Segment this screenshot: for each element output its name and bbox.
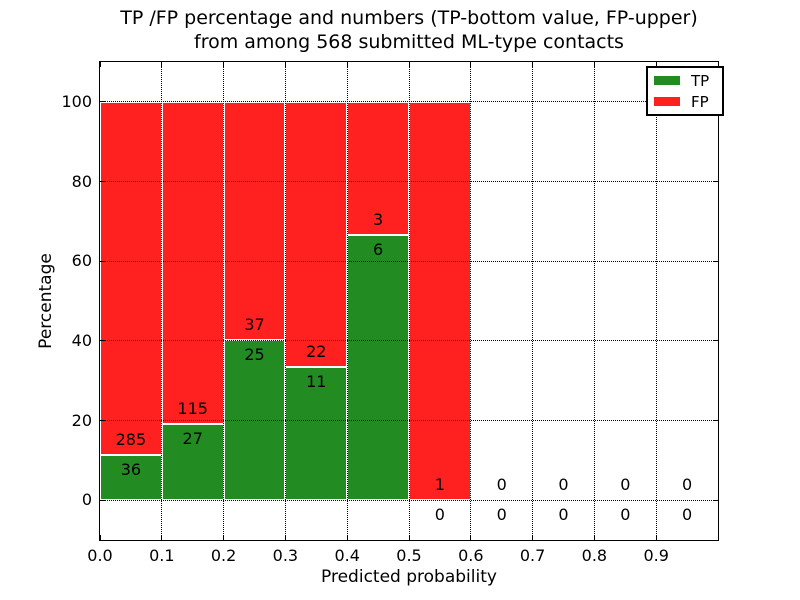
bar-count-label-tp: 27 bbox=[182, 429, 203, 449]
bar-count-label-fp: 0 bbox=[681, 475, 693, 495]
y-tick-left bbox=[100, 260, 105, 262]
x-tick-top bbox=[470, 62, 472, 67]
chart-title-line-2: from among 568 submitted ML-type contact… bbox=[194, 31, 624, 53]
bar-count-label-tp: 11 bbox=[306, 372, 327, 392]
bar-segment-fp bbox=[223, 101, 286, 340]
bar-count-label-tp: 0 bbox=[496, 505, 507, 525]
bar-segment-fp bbox=[100, 101, 162, 456]
gridline-vertical bbox=[161, 62, 163, 540]
y-tick-right bbox=[713, 181, 718, 182]
bar-count-label-fp: 115 bbox=[177, 399, 208, 419]
x-tick-top bbox=[346, 62, 348, 67]
bar-segment-fp bbox=[409, 101, 471, 501]
gridline-vertical bbox=[470, 62, 472, 540]
bar-count-label-tp: 25 bbox=[244, 344, 265, 364]
y-tick-label: 0 bbox=[81, 490, 92, 510]
x-tick-bottom bbox=[284, 535, 286, 540]
x-tick-label: 0.1 bbox=[149, 546, 175, 565]
legend-item-fp: FP bbox=[654, 93, 718, 111]
bar-count-label-fp: 0 bbox=[558, 475, 569, 495]
bar-count-label-tp: 6 bbox=[372, 239, 384, 259]
x-tick-label: 0.2 bbox=[210, 546, 237, 565]
chart-title: TP /FP percentage and numbers (TP-bottom… bbox=[9, 6, 800, 54]
y-tick-left bbox=[100, 181, 105, 182]
x-tick-top bbox=[408, 62, 410, 67]
x-tick-label: 0.9 bbox=[643, 546, 669, 565]
bar-count-label-tp: 36 bbox=[120, 460, 142, 480]
x-tick-label: 0.5 bbox=[396, 546, 422, 565]
y-tick-right bbox=[713, 499, 718, 501]
bar-segment-fp bbox=[161, 101, 224, 425]
gridline-vertical bbox=[284, 62, 286, 540]
gridline-vertical bbox=[408, 62, 410, 540]
x-tick-bottom bbox=[408, 535, 410, 540]
x-tick-label: 0.7 bbox=[519, 546, 546, 565]
x-tick-top bbox=[593, 62, 595, 67]
x-tick-label: 0.6 bbox=[458, 546, 484, 565]
x-tick-bottom bbox=[470, 535, 472, 540]
bar-segment-tp bbox=[285, 367, 348, 501]
y-tick-right bbox=[713, 340, 718, 342]
y-tick-label: 100 bbox=[61, 91, 92, 111]
x-tick-bottom bbox=[655, 535, 657, 540]
y-tick-left bbox=[100, 420, 105, 421]
bar-count-label-fp: 1 bbox=[434, 475, 445, 495]
gridline-vertical bbox=[593, 62, 595, 540]
y-tick-right bbox=[713, 420, 718, 421]
x-tick-top bbox=[532, 62, 534, 67]
y-tick-right bbox=[713, 260, 718, 262]
bar-count-label-fp: 37 bbox=[244, 314, 265, 334]
x-tick-bottom bbox=[346, 535, 348, 540]
legend-swatch-fp bbox=[654, 97, 680, 106]
y-tick-left bbox=[100, 499, 105, 501]
bar-count-label-fp: 3 bbox=[372, 209, 384, 229]
x-tick-bottom bbox=[223, 535, 225, 540]
x-tick-top bbox=[161, 62, 163, 67]
x-tick-label: 0.3 bbox=[272, 546, 299, 565]
bar-count-label-fp: 285 bbox=[115, 430, 147, 450]
legend-swatch-tp bbox=[654, 76, 680, 85]
gridline-vertical bbox=[223, 62, 225, 540]
x-tick-label: 0.8 bbox=[581, 546, 608, 565]
bar-count-label-fp: 22 bbox=[306, 342, 327, 362]
y-tick-left bbox=[100, 340, 105, 342]
y-tick-left bbox=[100, 101, 105, 103]
bar-count-label-tp: 0 bbox=[434, 505, 445, 525]
x-tick-top bbox=[284, 62, 286, 67]
legend-label-tp: TP bbox=[691, 71, 710, 90]
y-tick-label: 40 bbox=[71, 330, 92, 350]
x-tick-bottom bbox=[161, 535, 163, 540]
x-tick-bottom bbox=[532, 535, 534, 540]
gridline-vertical bbox=[655, 62, 657, 540]
y-tick-label: 80 bbox=[71, 171, 92, 191]
x-tick-top bbox=[655, 62, 657, 67]
gridline-vertical bbox=[346, 62, 348, 540]
bar-count-label-tp: 0 bbox=[620, 505, 631, 525]
x-tick-label: 0.4 bbox=[334, 546, 360, 565]
x-tick-top bbox=[223, 62, 225, 67]
x-tick-top bbox=[99, 62, 101, 67]
bar-count-label-fp: 0 bbox=[496, 475, 507, 495]
bar-count-label-tp: 0 bbox=[558, 505, 569, 525]
chart-title-line-1: TP /FP percentage and numbers (TP-bottom… bbox=[120, 7, 698, 29]
y-tick-label: 20 bbox=[71, 410, 92, 430]
legend: TP FP bbox=[646, 66, 724, 116]
bar-segment-fp bbox=[285, 101, 348, 368]
bar-segment-tp bbox=[347, 234, 409, 501]
x-axis-label: Predicted probability bbox=[321, 567, 497, 587]
gridline-vertical bbox=[532, 62, 534, 540]
y-tick-label: 60 bbox=[71, 251, 92, 271]
x-tick-label: 0.0 bbox=[87, 546, 113, 565]
x-tick-bottom bbox=[593, 535, 595, 540]
x-tick-bottom bbox=[99, 535, 101, 540]
legend-item-tp: TP bbox=[654, 72, 718, 90]
bar-count-label-tp: 0 bbox=[681, 505, 693, 525]
bar-count-label-fp: 0 bbox=[620, 475, 631, 495]
legend-label-fp: FP bbox=[691, 92, 709, 111]
